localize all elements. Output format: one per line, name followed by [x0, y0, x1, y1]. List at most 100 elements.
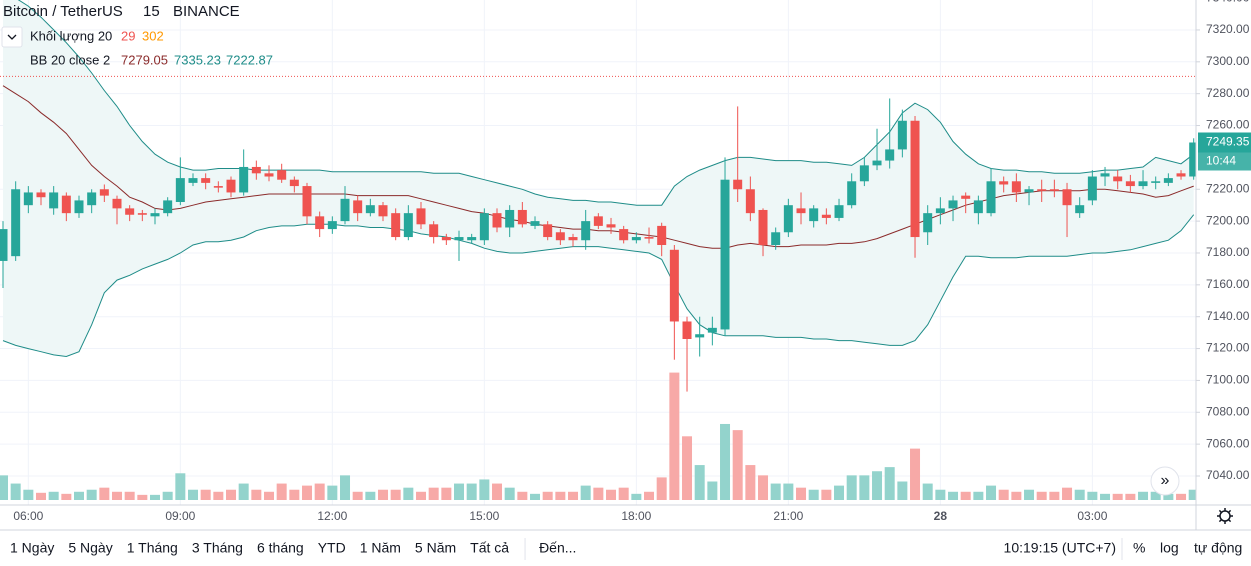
volume-bar	[403, 487, 414, 500]
y-tick-label: 7300.00	[1206, 54, 1250, 68]
candle-body	[872, 160, 882, 166]
volume-bar	[821, 489, 832, 500]
x-tick-label: 21:00	[773, 509, 803, 523]
volume-ma-value: 302	[142, 28, 164, 43]
scale-option[interactable]: %	[1133, 540, 1145, 556]
candle-body	[695, 334, 705, 338]
volume-bar	[1011, 491, 1022, 500]
candle-body	[530, 221, 540, 226]
range-button[interactable]: 1 Ngày	[10, 540, 54, 556]
scale-option[interactable]: log	[1160, 540, 1179, 556]
volume-bar	[61, 493, 72, 500]
bb-upper-line	[17, 0, 1195, 206]
y-tick-label: 7120.00	[1206, 341, 1250, 355]
candle-body	[923, 213, 933, 233]
volume-bar	[492, 483, 503, 500]
range-button[interactable]: 3 Tháng	[192, 540, 243, 556]
candle-body	[441, 237, 451, 241]
scale-option[interactable]: tự động	[1194, 540, 1242, 556]
y-tick-label: 7220.00	[1206, 181, 1250, 195]
volume-label: Khối lượng 20	[30, 28, 112, 43]
volume-bar	[340, 475, 351, 500]
volume-bar	[10, 483, 21, 500]
bb-fill	[3, 0, 1194, 357]
candle-body	[112, 198, 122, 209]
candle-body	[454, 237, 464, 241]
candle-body	[783, 205, 793, 233]
candle-body	[644, 237, 654, 239]
candle-body	[619, 229, 629, 241]
volume-bar	[872, 471, 883, 500]
volume-bar	[973, 491, 984, 500]
volume-bar	[23, 489, 34, 500]
candle-body	[1113, 176, 1123, 182]
volume-bar	[99, 487, 110, 500]
range-button[interactable]: 6 tháng	[257, 540, 304, 556]
x-tick-label: 06:00	[13, 509, 43, 523]
volume-bar	[808, 489, 819, 500]
volume-bar	[593, 487, 604, 500]
goto-button[interactable]: Đến...	[539, 540, 576, 556]
volume-bar	[707, 481, 718, 500]
interval: 15	[143, 3, 160, 20]
scroll-to-latest-button[interactable]	[1150, 466, 1180, 496]
candle-body	[682, 321, 692, 340]
candle-body	[492, 213, 502, 228]
volume-bar	[264, 491, 275, 500]
range-button[interactable]: 5 Năm	[415, 540, 456, 556]
candle-body	[353, 200, 363, 214]
range-button[interactable]: YTD	[318, 540, 346, 556]
candle-body	[999, 181, 1009, 185]
y-tick-label: 7040.00	[1206, 468, 1250, 482]
candle-body	[885, 149, 895, 161]
bb-label: BB 20 close 2	[30, 52, 110, 67]
candle-body	[543, 224, 553, 238]
candle-body	[188, 178, 198, 183]
x-tick-label: 18:00	[621, 509, 651, 523]
range-button[interactable]: 5 Ngày	[68, 540, 112, 556]
candle-body	[517, 209, 527, 225]
candle-body	[669, 249, 679, 322]
volume-bar	[745, 465, 756, 500]
candle-body	[821, 214, 831, 218]
volume-bar	[1062, 487, 1073, 500]
candle-body	[61, 195, 71, 214]
symbol-title: Bitcoin / TetherUS	[3, 3, 123, 20]
range-button[interactable]: 1 Tháng	[127, 540, 178, 556]
volume-bar	[758, 475, 769, 500]
candle-body	[467, 237, 477, 241]
volume-bar	[922, 483, 933, 500]
candle-body	[416, 208, 426, 225]
candle-body	[479, 213, 489, 241]
candle-body	[1189, 142, 1196, 177]
x-tick-label: 03:00	[1077, 509, 1107, 523]
volume-bar	[530, 493, 541, 500]
volume-bar	[200, 489, 211, 500]
volume-bar	[960, 491, 971, 500]
candle-body	[1125, 181, 1135, 187]
volume-bar	[48, 491, 59, 500]
candle-body	[391, 213, 401, 238]
volume-bar	[441, 487, 452, 500]
candle-body	[23, 192, 33, 206]
range-button[interactable]: 1 Năm	[360, 540, 401, 556]
volume-bar	[1087, 491, 1098, 500]
volume-bar	[1176, 493, 1187, 500]
candle-body	[1151, 181, 1161, 183]
volume-bar	[0, 475, 8, 500]
candle-body	[125, 208, 135, 215]
settings-icon[interactable]	[1217, 508, 1233, 524]
volume-bar	[162, 491, 173, 500]
volume-bar	[669, 372, 680, 500]
bb-lower-line	[2, 214, 1195, 358]
volume-bar	[732, 430, 743, 500]
candle-body	[49, 192, 59, 209]
collapse-button[interactable]	[1, 26, 23, 48]
volume-bar	[365, 491, 376, 500]
candle-body	[1024, 189, 1034, 193]
candle-body	[150, 213, 160, 217]
volume-bar	[846, 475, 857, 500]
candle-body	[733, 179, 743, 190]
volume-bar	[910, 448, 921, 500]
range-button[interactable]: Tất cả	[470, 540, 509, 556]
